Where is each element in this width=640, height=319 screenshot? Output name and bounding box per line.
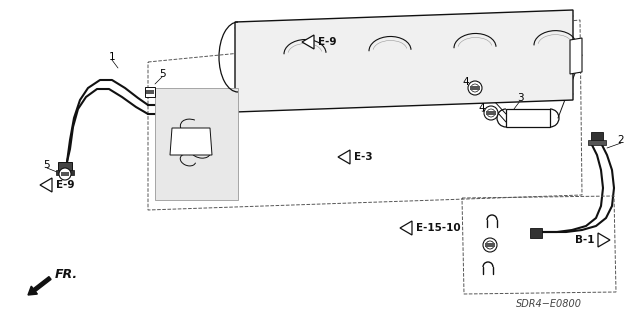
Polygon shape [598, 233, 610, 247]
Text: 5: 5 [44, 160, 51, 170]
Text: 2: 2 [618, 135, 624, 145]
Bar [56, 170, 74, 175]
Bar [485, 243, 495, 247]
Circle shape [487, 109, 495, 117]
Bar [506, 109, 550, 127]
Circle shape [471, 84, 479, 92]
Text: 4: 4 [463, 77, 469, 87]
Text: E-9: E-9 [56, 180, 74, 190]
Bar [146, 90, 154, 94]
Circle shape [483, 238, 497, 252]
Bar [58, 162, 72, 171]
Text: 1: 1 [109, 52, 115, 62]
Text: 5: 5 [159, 69, 165, 79]
Bar [591, 132, 603, 144]
Polygon shape [155, 88, 238, 200]
Text: 4: 4 [479, 103, 485, 113]
Polygon shape [570, 38, 582, 74]
Text: SDR4−E0800: SDR4−E0800 [516, 299, 582, 309]
Circle shape [484, 106, 498, 120]
Bar [145, 87, 155, 97]
Bar [486, 111, 496, 115]
Polygon shape [302, 35, 314, 49]
Bar [61, 172, 69, 176]
Text: FR.: FR. [55, 268, 78, 280]
Text: 3: 3 [516, 93, 524, 103]
FancyArrow shape [28, 277, 51, 295]
Circle shape [59, 168, 71, 180]
Polygon shape [400, 221, 412, 235]
Bar [470, 86, 480, 90]
Circle shape [486, 241, 494, 249]
Text: E-3: E-3 [354, 152, 372, 162]
Polygon shape [170, 128, 212, 155]
Text: E-15-10: E-15-10 [416, 223, 461, 233]
Polygon shape [40, 178, 52, 192]
Bar [588, 140, 606, 145]
Polygon shape [338, 150, 350, 164]
Polygon shape [235, 10, 573, 112]
Text: E-9: E-9 [318, 37, 337, 47]
Circle shape [468, 81, 482, 95]
Bar [530, 228, 542, 238]
Text: B-1: B-1 [575, 235, 594, 245]
